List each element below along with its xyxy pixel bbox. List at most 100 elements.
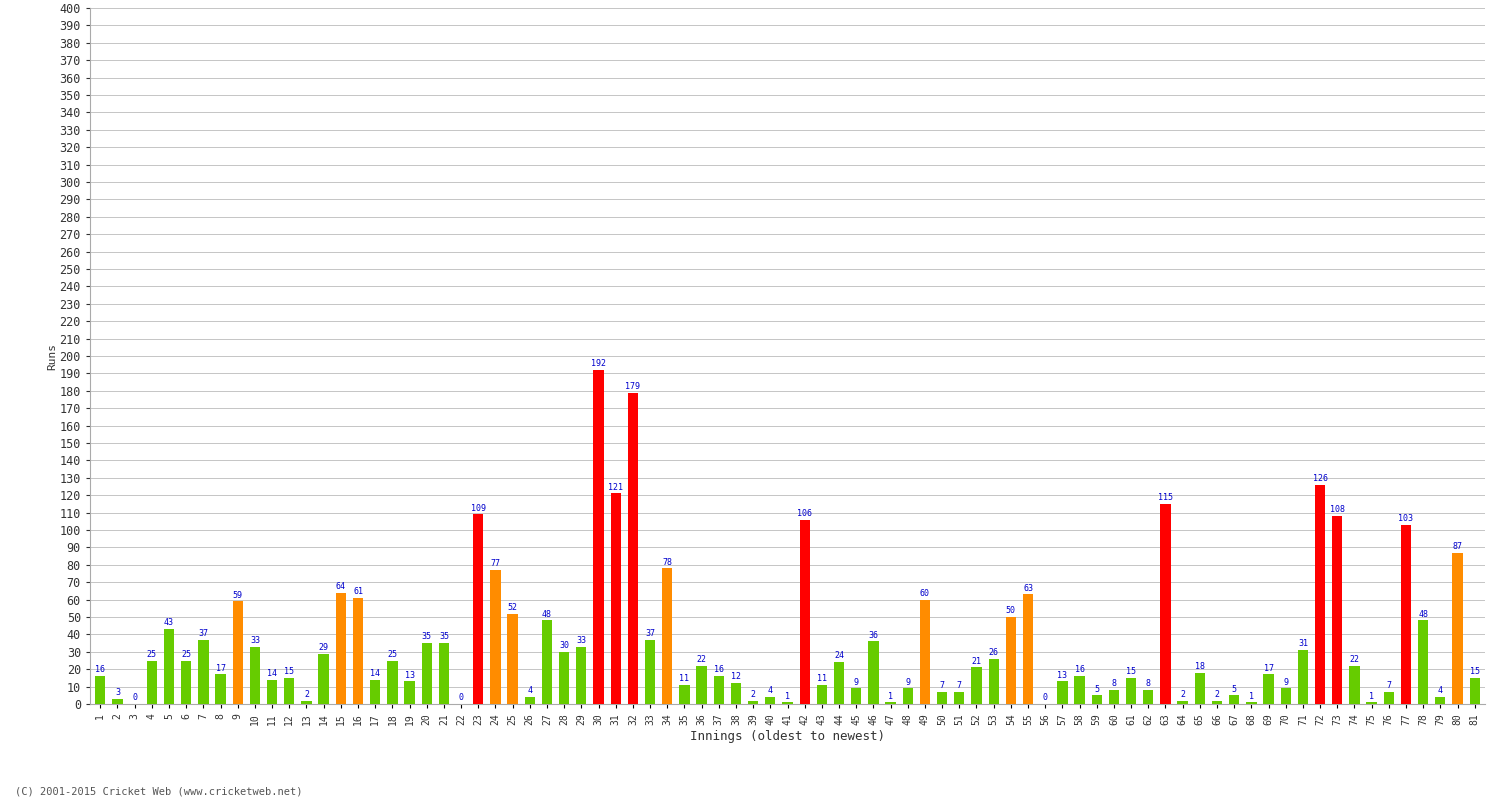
Bar bbox=[868, 642, 879, 704]
Y-axis label: Runs: Runs bbox=[46, 342, 57, 370]
Bar bbox=[1212, 701, 1222, 704]
Text: 7: 7 bbox=[1386, 681, 1392, 690]
Bar bbox=[182, 661, 192, 704]
Bar bbox=[730, 683, 741, 704]
Text: 33: 33 bbox=[576, 636, 586, 645]
Text: 12: 12 bbox=[730, 672, 741, 682]
Text: 11: 11 bbox=[818, 674, 827, 683]
Text: 126: 126 bbox=[1312, 474, 1328, 483]
Text: 50: 50 bbox=[1007, 606, 1016, 615]
Bar bbox=[938, 692, 948, 704]
Text: 1: 1 bbox=[1370, 691, 1374, 701]
Bar bbox=[232, 602, 243, 704]
Text: 5: 5 bbox=[1232, 685, 1236, 694]
Text: 16: 16 bbox=[96, 666, 105, 674]
Bar bbox=[885, 702, 896, 704]
Text: 87: 87 bbox=[1452, 542, 1462, 551]
Bar bbox=[1108, 690, 1119, 704]
Bar bbox=[1246, 702, 1257, 704]
Text: 15: 15 bbox=[1126, 667, 1136, 676]
Text: 108: 108 bbox=[1330, 506, 1346, 514]
Text: 35: 35 bbox=[440, 632, 448, 642]
Bar bbox=[1023, 594, 1034, 704]
Bar bbox=[1383, 692, 1394, 704]
Bar bbox=[370, 680, 381, 704]
Text: 52: 52 bbox=[507, 602, 518, 612]
Text: 115: 115 bbox=[1158, 493, 1173, 502]
Text: 1: 1 bbox=[784, 691, 790, 701]
Text: 103: 103 bbox=[1398, 514, 1413, 523]
Text: 31: 31 bbox=[1298, 639, 1308, 648]
Text: 8: 8 bbox=[1146, 679, 1150, 688]
Text: 13: 13 bbox=[405, 670, 414, 680]
Text: 3: 3 bbox=[116, 688, 120, 697]
Text: 17: 17 bbox=[1263, 664, 1274, 673]
Text: 1: 1 bbox=[1250, 691, 1254, 701]
Text: 37: 37 bbox=[198, 629, 208, 638]
Text: 4: 4 bbox=[528, 686, 532, 695]
Text: 14: 14 bbox=[370, 669, 380, 678]
Text: 33: 33 bbox=[251, 636, 260, 645]
Bar bbox=[645, 640, 656, 704]
Bar bbox=[1178, 701, 1188, 704]
Text: 7: 7 bbox=[957, 681, 962, 690]
Bar bbox=[284, 678, 294, 704]
Text: 2: 2 bbox=[1180, 690, 1185, 698]
Bar bbox=[318, 654, 328, 704]
Bar bbox=[1316, 485, 1324, 704]
Bar bbox=[662, 568, 672, 704]
Bar bbox=[765, 697, 776, 704]
Bar bbox=[352, 598, 363, 704]
Bar bbox=[1228, 695, 1239, 704]
Text: 106: 106 bbox=[796, 509, 812, 518]
Bar bbox=[850, 688, 861, 704]
Bar bbox=[147, 661, 158, 704]
Text: 13: 13 bbox=[1058, 670, 1068, 680]
Bar bbox=[560, 652, 570, 704]
Text: 60: 60 bbox=[920, 589, 930, 598]
Bar bbox=[198, 640, 208, 704]
Text: 25: 25 bbox=[182, 650, 190, 658]
Text: 64: 64 bbox=[336, 582, 346, 591]
Text: 15: 15 bbox=[1470, 667, 1479, 676]
Bar bbox=[800, 519, 810, 704]
Bar bbox=[422, 643, 432, 704]
Bar bbox=[1332, 516, 1342, 704]
Bar bbox=[542, 621, 552, 704]
Bar bbox=[816, 685, 827, 704]
Text: 8: 8 bbox=[1112, 679, 1116, 688]
Bar bbox=[954, 692, 964, 704]
Text: 48: 48 bbox=[1418, 610, 1428, 618]
Text: 109: 109 bbox=[471, 504, 486, 513]
Bar bbox=[1470, 678, 1480, 704]
Text: (C) 2001-2015 Cricket Web (www.cricketweb.net): (C) 2001-2015 Cricket Web (www.cricketwe… bbox=[15, 786, 303, 796]
Text: 25: 25 bbox=[147, 650, 158, 658]
Text: 37: 37 bbox=[645, 629, 656, 638]
Bar bbox=[440, 643, 448, 704]
X-axis label: Innings (oldest to newest): Innings (oldest to newest) bbox=[690, 730, 885, 743]
Bar bbox=[714, 676, 724, 704]
Text: 22: 22 bbox=[696, 655, 706, 664]
Text: 2: 2 bbox=[304, 690, 309, 698]
Bar bbox=[1350, 666, 1359, 704]
Bar bbox=[164, 629, 174, 704]
Bar bbox=[507, 614, 518, 704]
Bar bbox=[1263, 674, 1274, 704]
Bar bbox=[680, 685, 690, 704]
Text: 5: 5 bbox=[1094, 685, 1100, 694]
Text: 2: 2 bbox=[1215, 690, 1219, 698]
Bar bbox=[783, 702, 792, 704]
Text: 30: 30 bbox=[560, 641, 568, 650]
Bar bbox=[405, 682, 414, 704]
Text: 0: 0 bbox=[132, 694, 136, 702]
Bar bbox=[576, 646, 586, 704]
Bar bbox=[1092, 695, 1102, 704]
Text: 11: 11 bbox=[680, 674, 690, 683]
Bar bbox=[1005, 617, 1016, 704]
Bar bbox=[267, 680, 278, 704]
Text: 48: 48 bbox=[542, 610, 552, 618]
Text: 21: 21 bbox=[972, 657, 981, 666]
Bar bbox=[525, 697, 536, 704]
Bar bbox=[251, 646, 260, 704]
Text: 24: 24 bbox=[834, 651, 844, 661]
